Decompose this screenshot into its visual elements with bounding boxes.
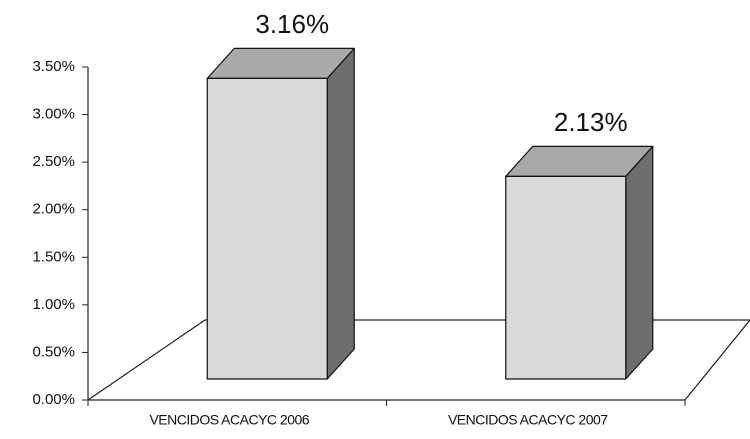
bar <box>206 47 355 380</box>
y-tick-label: 1.00% <box>32 296 75 313</box>
bar-side <box>625 145 654 380</box>
y-tick-label: 3.50% <box>32 58 75 75</box>
bar-front <box>505 175 627 380</box>
bar-front <box>206 77 328 380</box>
value-label: 2.13% <box>554 107 628 137</box>
y-tick-label: 2.50% <box>32 153 75 170</box>
bar-side <box>326 47 355 380</box>
bar <box>505 145 654 380</box>
y-tick-label: 0.50% <box>32 343 75 360</box>
y-tick-label: 3.00% <box>32 106 75 123</box>
y-tick-label: 0.00% <box>32 391 75 408</box>
x-tick-label: VENCIDOS ACACYC 2007 <box>448 412 608 428</box>
value-label: 3.16% <box>255 9 329 39</box>
y-tick-label: 2.00% <box>32 201 75 218</box>
floor-right <box>684 319 750 401</box>
y-tick-label: 1.50% <box>32 248 75 265</box>
x-tick-label: VENCIDOS ACACYC 2006 <box>149 412 309 428</box>
